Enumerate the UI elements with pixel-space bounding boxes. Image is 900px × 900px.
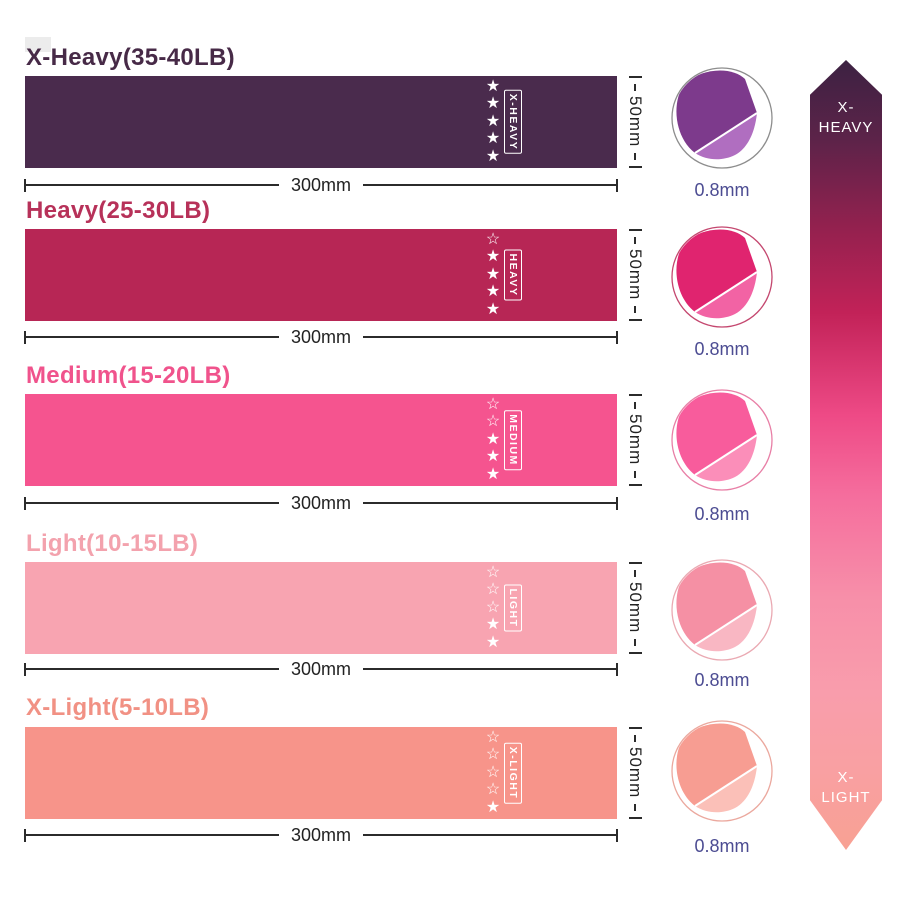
height-measurement-label: 50mm	[626, 582, 645, 634]
band-title: Heavy(25-30LB)	[26, 197, 211, 224]
thickness-photo-circle	[670, 66, 774, 170]
band-title: X-Heavy(35-40LB)	[26, 44, 235, 71]
thickness-photo-circle	[670, 558, 774, 662]
folded-band-inner	[695, 435, 757, 482]
band-strip: ☆ ☆ ☆ ★ ★ LIGHT	[25, 562, 617, 654]
band-strip: ☆ ☆ ★ ★ ★ MEDIUM	[25, 394, 617, 486]
folded-band-outer	[676, 229, 757, 312]
folded-band-inner	[695, 605, 757, 652]
star-rating: ★ ★ ★ ★ ★	[485, 78, 501, 165]
star-rating: ☆ ★ ★ ★ ★	[485, 231, 501, 318]
width-measurement-label: 300mm	[290, 658, 352, 679]
fold-highlight-line	[694, 271, 758, 313]
folded-band-inner	[695, 113, 757, 160]
height-measurement-label: 50mm	[626, 249, 645, 301]
folded-band-inner	[695, 272, 757, 319]
scale-bottom-label: X- LIGHT	[821, 769, 871, 806]
band-title: X-Light(5-10LB)	[26, 694, 210, 721]
fold-highlight-line	[694, 765, 758, 807]
height-measurement: 50mm	[622, 229, 648, 321]
width-measurement: 300mm	[24, 492, 618, 514]
width-measurement-label: 300mm	[290, 492, 352, 513]
width-measurement: 300mm	[24, 658, 618, 680]
star-rating: ☆ ☆ ★ ★ ★	[485, 396, 501, 483]
star-rating: ☆ ☆ ☆ ☆ ★	[485, 729, 501, 816]
height-measurement: 50mm	[622, 727, 648, 819]
width-measurement: 300mm	[24, 326, 618, 348]
fold-highlight-line	[694, 112, 758, 154]
band-title: Medium(15-20LB)	[26, 362, 231, 389]
fold-highlight-line	[694, 434, 758, 476]
star-rating: ☆ ☆ ☆ ★ ★	[485, 564, 501, 651]
band-grade-tag: X-LIGHT	[504, 742, 522, 804]
band-grade-tag: LIGHT	[504, 584, 522, 632]
thickness-label: 0.8mm	[694, 836, 750, 856]
scale-top-label: X- HEAVY	[818, 99, 874, 136]
band-grade-tag: MEDIUM	[504, 410, 522, 470]
height-measurement: 50mm	[622, 562, 648, 654]
thickness-label: 0.8mm	[694, 180, 750, 200]
width-measurement-label: 300mm	[290, 326, 352, 347]
band-grade-tag: X-HEAVY	[504, 89, 522, 155]
band-title: Light(10-15LB)	[26, 530, 199, 557]
height-measurement-label: 50mm	[626, 414, 645, 466]
folded-band-outer	[676, 70, 757, 153]
folded-band-outer	[676, 392, 757, 475]
height-measurement-label: 50mm	[626, 747, 645, 799]
band-grade-tag: HEAVY	[504, 249, 522, 301]
strength-scale-arrow: X- HEAVY X- LIGHT	[810, 60, 882, 850]
thickness-photo-circle	[670, 225, 774, 329]
folded-band-inner	[695, 766, 757, 813]
cropped-artifact	[25, 37, 51, 52]
thickness-photo-circle	[670, 719, 774, 823]
thickness-label: 0.8mm	[694, 670, 750, 690]
thickness-label: 0.8mm	[694, 339, 750, 359]
folded-band-outer	[676, 562, 757, 645]
height-measurement-label: 50mm	[626, 96, 645, 148]
width-measurement-label: 300mm	[290, 824, 352, 845]
height-measurement: 50mm	[622, 394, 648, 486]
band-strip: ☆ ☆ ☆ ☆ ★ X-LIGHT	[25, 727, 617, 819]
thickness-photo-circle	[670, 388, 774, 492]
band-strip: ★ ★ ★ ★ ★ X-HEAVY	[25, 76, 617, 168]
width-measurement: 300mm	[24, 824, 618, 846]
fold-highlight-line	[694, 604, 758, 646]
band-strip: ☆ ★ ★ ★ ★ HEAVY	[25, 229, 617, 321]
width-measurement: 300mm	[24, 174, 618, 196]
width-measurement-label: 300mm	[290, 174, 352, 195]
folded-band-outer	[676, 723, 757, 806]
thickness-label: 0.8mm	[694, 504, 750, 524]
height-measurement: 50mm	[622, 76, 648, 168]
